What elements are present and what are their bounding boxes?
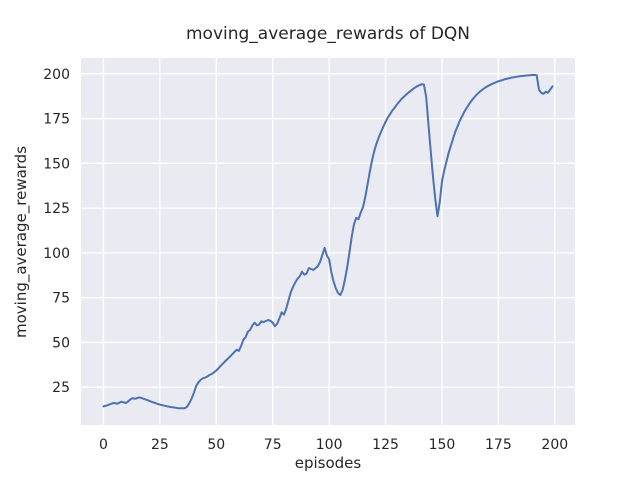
- x-tick-label: 175: [485, 437, 512, 453]
- y-tick-label: 150: [43, 156, 70, 172]
- x-tick-label: 100: [316, 437, 343, 453]
- x-axis-tick-labels: 0 25 50 75 100 125 150 175 200: [99, 437, 568, 453]
- x-tick-label: 0: [99, 437, 108, 453]
- y-tick-label: 200: [43, 67, 70, 83]
- gridlines: [81, 58, 575, 425]
- x-tick-label: 125: [372, 437, 399, 453]
- y-tick-label: 175: [43, 112, 70, 128]
- chart-title: moving_average_rewards of DQN: [186, 24, 470, 44]
- plot-area: [81, 58, 575, 425]
- y-tick-label: 25: [52, 380, 70, 396]
- y-tick-label: 50: [52, 335, 70, 351]
- x-axis-label: episodes: [295, 454, 362, 472]
- x-tick-label: 150: [429, 437, 456, 453]
- x-tick-label: 200: [541, 437, 568, 453]
- x-tick-label: 25: [151, 437, 169, 453]
- y-tick-label: 75: [52, 291, 70, 307]
- y-tick-label: 125: [43, 201, 70, 217]
- y-tick-label: 100: [43, 246, 70, 262]
- x-tick-label: 75: [264, 437, 282, 453]
- dqn-reward-line: [102, 74, 554, 410]
- x-tick-label: 50: [207, 437, 225, 453]
- y-axis-label: moving_average_rewards: [12, 146, 31, 338]
- y-axis-tick-labels: 25 50 75 100 125 150 175 200: [43, 67, 70, 396]
